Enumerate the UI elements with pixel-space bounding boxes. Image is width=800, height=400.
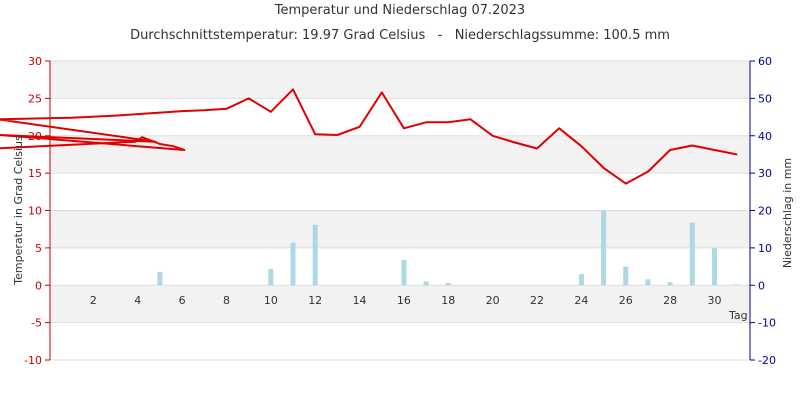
y-left-tick-label: -5 <box>31 317 42 330</box>
chart-subtitle: Durchschnittstemperatur: 19.97 Grad Cels… <box>130 28 670 43</box>
y-left-tick-label: 15 <box>28 167 42 180</box>
temperature-point <box>114 114 117 117</box>
x-tick-label: 24 <box>574 294 588 307</box>
temperature-point <box>134 140 137 143</box>
y-left-tick-label: 0 <box>35 279 42 292</box>
temperature-point <box>154 140 157 143</box>
y-right-tick-label: 30 <box>758 167 772 180</box>
temperature-point <box>713 149 716 151</box>
precipitation-bars <box>157 210 740 286</box>
chart-title: Temperatur und Niederschlag 07.2023 <box>274 3 526 18</box>
precip-bar <box>712 247 718 286</box>
precip-bar <box>423 281 429 286</box>
temperature-point <box>602 167 605 169</box>
y-right-tick-label: 60 <box>758 55 772 68</box>
temperature-point <box>358 125 361 128</box>
x-tick-label: 6 <box>179 294 186 307</box>
y-left-tick-label: 5 <box>35 242 42 255</box>
y-right-tick-label: 10 <box>758 242 772 255</box>
temperature-point <box>270 111 272 113</box>
y-right-tick-label: 20 <box>758 205 772 218</box>
grid-lines <box>50 60 750 361</box>
y-right-tick-label: -10 <box>758 317 776 330</box>
x-tick-label: 18 <box>441 294 455 307</box>
y-left-tick-label: 10 <box>28 205 42 218</box>
temperature-point <box>691 144 694 147</box>
precip-bar <box>290 242 296 286</box>
precip-bar <box>268 268 274 286</box>
x-tick-label: 4 <box>134 294 141 307</box>
plot-bands <box>50 61 750 323</box>
plot-band <box>50 135 750 174</box>
plot-band <box>50 61 750 99</box>
x-tick-label: 2 <box>90 294 97 307</box>
x-tick-label: 30 <box>708 294 722 307</box>
temperature-point <box>425 121 427 124</box>
temperature-point <box>514 141 516 144</box>
precip-bar <box>667 282 673 286</box>
temperature-point <box>314 133 317 136</box>
temperature-point <box>624 182 627 185</box>
y-axis-label-right: Niederschlag in mm <box>781 158 794 268</box>
temperature-point <box>172 145 175 148</box>
temperature-point <box>491 134 494 137</box>
precip-bar <box>645 279 651 286</box>
plot-band <box>50 210 750 248</box>
precip-bar <box>601 210 607 286</box>
temperature-point <box>403 127 405 130</box>
y-right-tick-label: 0 <box>758 279 765 292</box>
temperature-point <box>669 149 671 151</box>
temperature-point <box>447 121 450 124</box>
temperature-point <box>735 153 738 156</box>
temperature-point <box>247 97 250 100</box>
x-axis-label: Tag <box>728 309 748 322</box>
temperature-point <box>225 108 228 110</box>
temperature-point <box>336 134 339 136</box>
x-tick-label: 10 <box>264 294 278 307</box>
precip-bar <box>578 274 584 286</box>
x-tick-label: 14 <box>353 294 367 307</box>
temperature-point <box>136 113 139 115</box>
y-left-tick-label: 30 <box>28 55 42 68</box>
y-right-tick-label: 40 <box>758 130 772 143</box>
plot-band <box>50 285 750 323</box>
temperature-point <box>292 88 294 91</box>
x-tick-label: 28 <box>663 294 677 307</box>
temperature-point <box>141 136 143 139</box>
y-right-tick-label: -20 <box>758 354 776 367</box>
temperature-series <box>0 88 738 185</box>
precip-bar <box>401 259 407 286</box>
temperature-point <box>70 117 72 119</box>
x-tick-label: 26 <box>619 294 633 307</box>
precip-bar <box>623 266 629 286</box>
temperature-point <box>183 149 186 151</box>
x-tick-label: 20 <box>486 294 500 307</box>
temperature-point <box>469 118 472 121</box>
x-tick-label: 16 <box>397 294 411 307</box>
y-axis-label-left: Temperatur in Grad Celsius <box>12 135 25 286</box>
precip-bar <box>689 222 695 286</box>
temperature-point <box>558 127 561 130</box>
temperature-point <box>580 145 583 148</box>
precip-bar <box>734 284 740 286</box>
x-tick-label: 22 <box>530 294 544 307</box>
temperature-point <box>647 170 649 173</box>
temperature-point <box>0 134 1 136</box>
temperature-point <box>159 111 161 114</box>
x-tick-label: 8 <box>223 294 230 307</box>
precip-bar <box>445 283 451 286</box>
x-tick-label: 12 <box>308 294 322 307</box>
temperature-point <box>380 91 383 94</box>
y-left-tick-label: 25 <box>28 92 42 105</box>
temperature-point <box>203 109 206 112</box>
temperature-point <box>181 110 183 112</box>
precip-bar <box>157 271 163 286</box>
temperature-point <box>536 147 538 150</box>
y-right-tick-label: 50 <box>758 92 772 105</box>
precip-bar <box>312 224 318 286</box>
temperature-point <box>159 143 161 145</box>
y-left-tick-label: -10 <box>24 354 42 367</box>
